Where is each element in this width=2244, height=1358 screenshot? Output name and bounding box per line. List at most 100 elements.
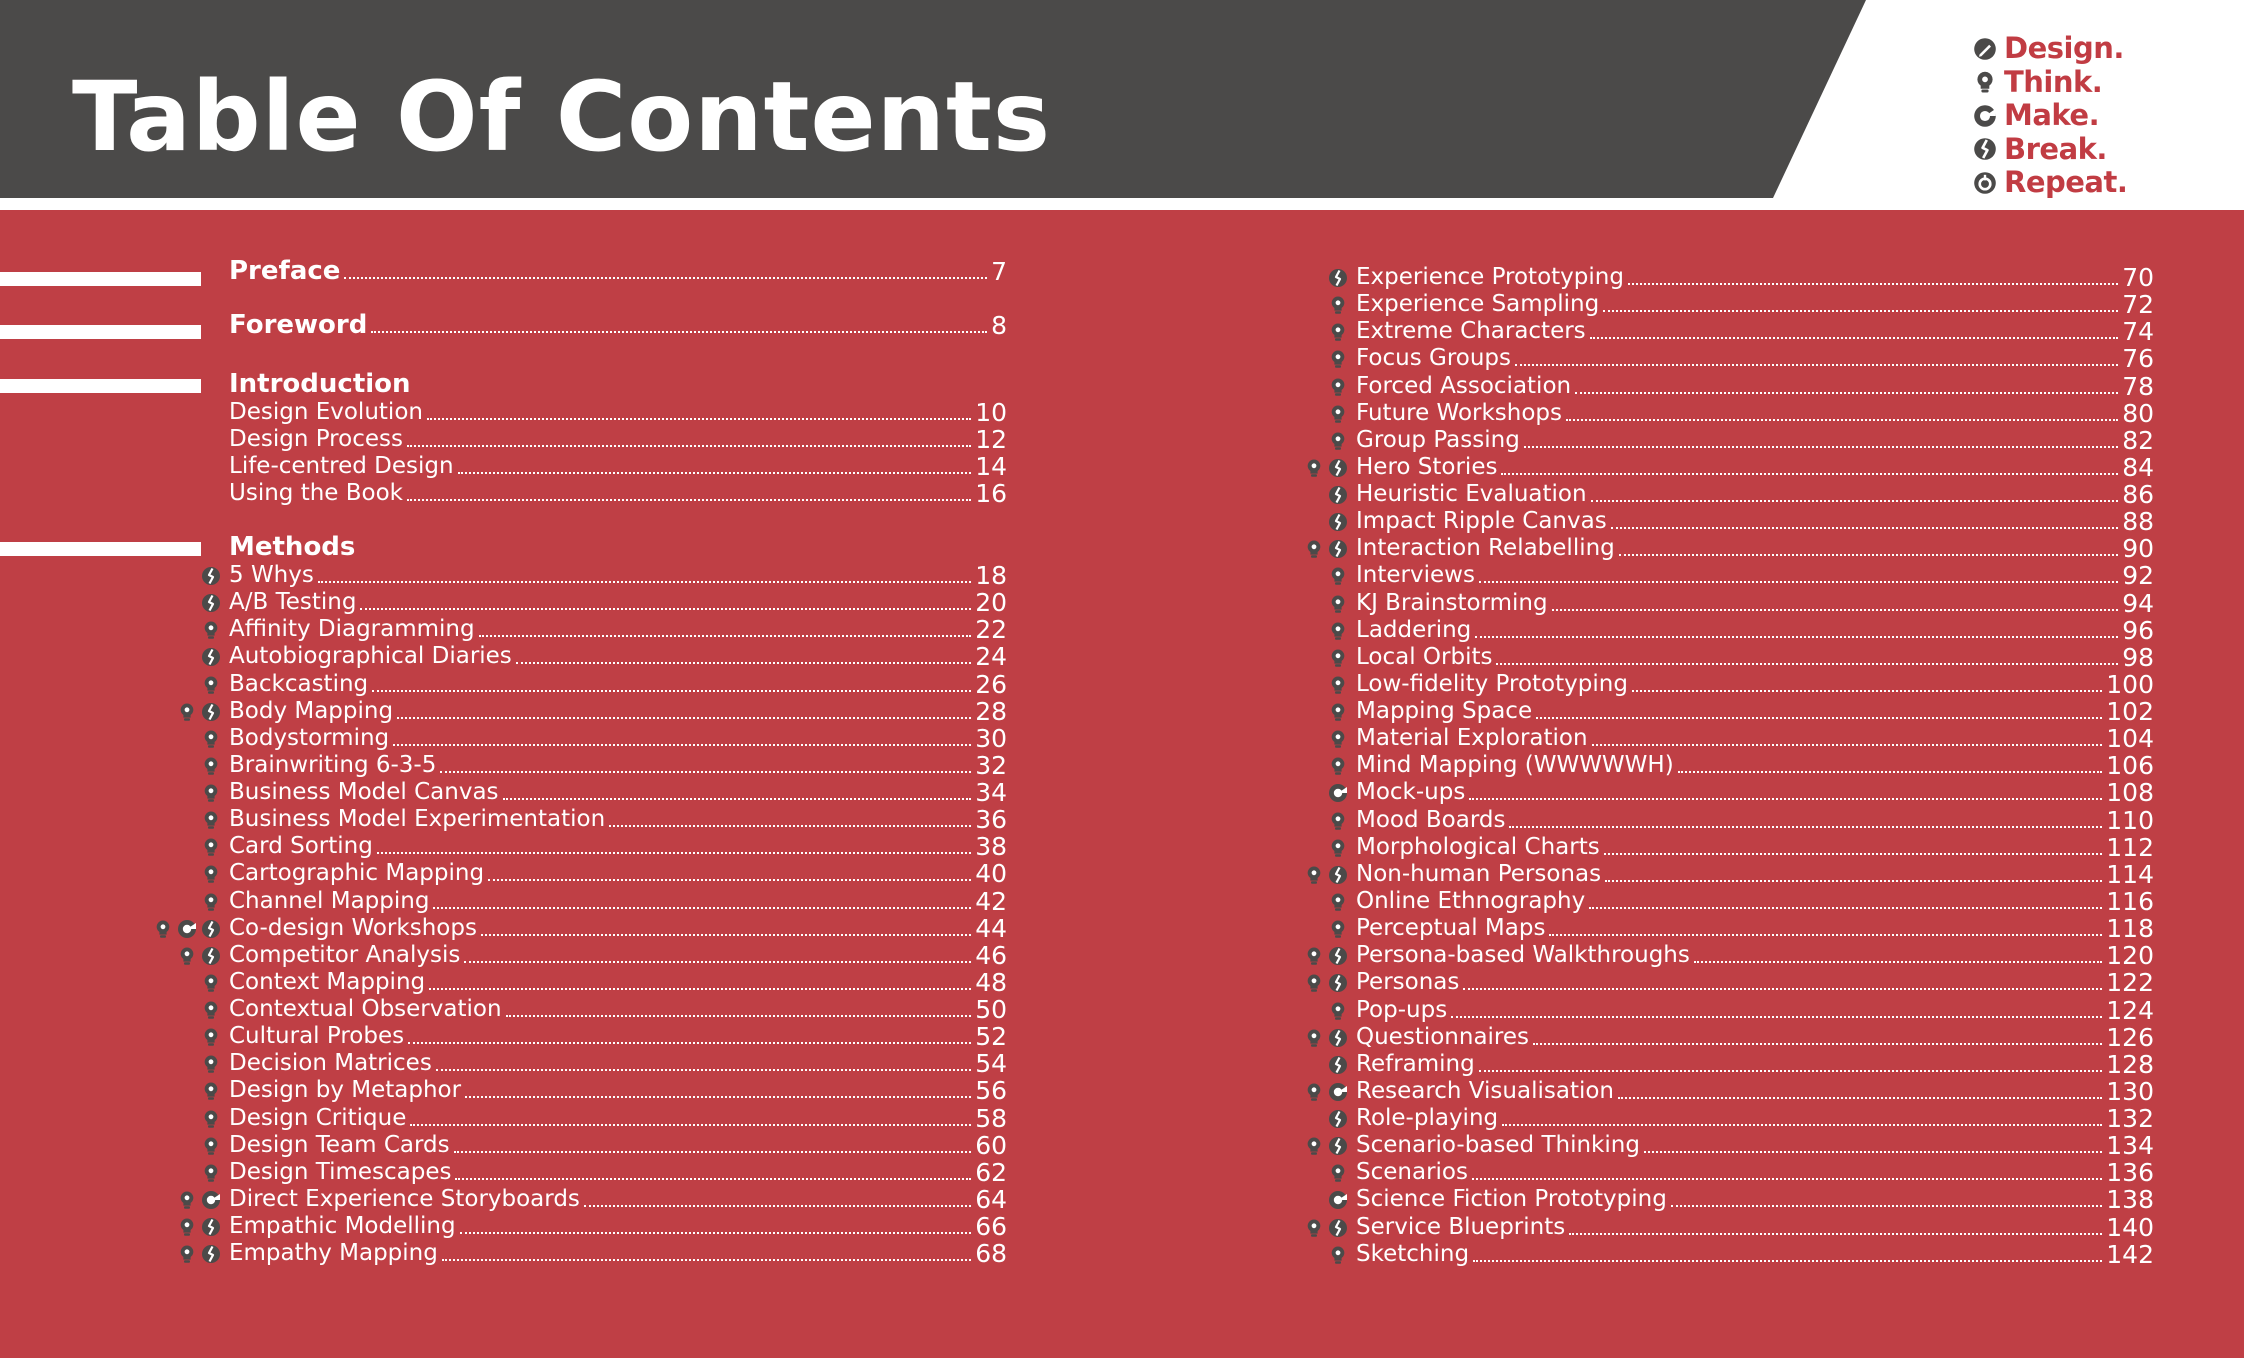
think-icon: [177, 946, 197, 966]
toc-entry[interactable]: Experience Sampling 72: [1356, 291, 2154, 318]
toc-entry[interactable]: Hero Stories 84: [1356, 454, 2154, 481]
toc-entry[interactable]: Science Fiction Prototyping 138: [1356, 1186, 2154, 1213]
toc-entry[interactable]: Persona-based Walkthroughs 120: [1356, 942, 2154, 969]
dot-leader: [1589, 906, 2103, 909]
toc-entry[interactable]: Decision Matrices 54: [229, 1050, 1007, 1077]
entry-page: 32: [975, 750, 1007, 780]
toc-entry[interactable]: Card Sorting 38: [229, 833, 1007, 860]
toc-entry[interactable]: Personas 122: [1356, 969, 2154, 996]
toc-entry[interactable]: Mind Mapping (WWWWWH) 106: [1356, 752, 2154, 779]
think-icon: [201, 864, 221, 884]
entry-label: Morphological Charts: [1356, 833, 1600, 860]
method-phase-icons: [1324, 621, 1348, 641]
think-icon: [201, 1000, 221, 1020]
method-phase-icons: [1324, 268, 1348, 288]
toc-entry[interactable]: Affinity Diagramming 22: [229, 616, 1007, 643]
entry-label: Heuristic Evaluation: [1356, 481, 1587, 508]
toc-entry[interactable]: Reframing 128: [1356, 1051, 2154, 1078]
break-icon: [1328, 1109, 1348, 1129]
entry-page: 96: [2122, 615, 2154, 645]
entry-page: 94: [2122, 588, 2154, 618]
toc-entry-preface[interactable]: Preface 7: [229, 258, 1007, 286]
toc-entry[interactable]: Design Timescapes 62: [229, 1159, 1007, 1186]
toc-entry[interactable]: Direct Experience Storyboards 64: [229, 1186, 1007, 1213]
toc-entry[interactable]: Life-centred Design 14: [229, 453, 1007, 480]
toc-entry[interactable]: Impact Ripple Canvas 88: [1356, 508, 2154, 535]
toc-entry[interactable]: Local Orbits 98: [1356, 644, 2154, 671]
toc-entry[interactable]: Non-human Personas 114: [1356, 861, 2154, 888]
entry-label: Business Model Canvas: [229, 779, 499, 806]
toc-entry[interactable]: Heuristic Evaluation 86: [1356, 481, 2154, 508]
toc-entry[interactable]: Mood Boards 110: [1356, 807, 2154, 834]
entry-page: 82: [2122, 425, 2154, 455]
toc-entry[interactable]: Co-design Workshops 44: [229, 915, 1007, 942]
toc-entry[interactable]: KJ Brainstorming 94: [1356, 590, 2154, 617]
think-icon: [1328, 729, 1348, 749]
toc-entry[interactable]: Brainwriting 6-3-5 32: [229, 752, 1007, 779]
toc-entry[interactable]: Research Visualisation 130: [1356, 1078, 2154, 1105]
toc-entry[interactable]: Contextual Observation 50: [229, 996, 1007, 1023]
toc-entry[interactable]: Design Team Cards 60: [229, 1132, 1007, 1159]
toc-entry[interactable]: Pop-ups 124: [1356, 997, 2154, 1024]
toc-entry[interactable]: Extreme Characters 74: [1356, 318, 2154, 345]
dot-leader: [1603, 310, 2119, 313]
toc-entry[interactable]: A/B Testing 20: [229, 589, 1007, 616]
toc-entry[interactable]: Business Model Experimentation 36: [229, 806, 1007, 833]
toc-entry[interactable]: Mapping Space 102: [1356, 698, 2154, 725]
toc-entry[interactable]: Design Evolution 10: [229, 399, 1007, 426]
entry-page: 138: [2106, 1185, 2154, 1215]
toc-entry[interactable]: Future Workshops 80: [1356, 400, 2154, 427]
toc-entry[interactable]: Cartographic Mapping 40: [229, 860, 1007, 887]
toc-entry[interactable]: Service Blueprints 140: [1356, 1214, 2154, 1241]
toc-entry[interactable]: Body Mapping 28: [229, 698, 1007, 725]
toc-entry[interactable]: Bodystorming 30: [229, 725, 1007, 752]
toc-entry[interactable]: Cultural Probes 52: [229, 1023, 1007, 1050]
think-icon: [1328, 566, 1348, 586]
toc-entry[interactable]: Interaction Relabelling 90: [1356, 535, 2154, 562]
toc-entry[interactable]: Scenario-based Thinking 134: [1356, 1132, 2154, 1159]
method-phase-icons: [1324, 648, 1348, 668]
repeat-icon: [1973, 171, 1997, 195]
toc-entry[interactable]: Design Process 12: [229, 426, 1007, 453]
method-phase-icons: [149, 919, 221, 939]
toc-entry[interactable]: Mock-ups 108: [1356, 779, 2154, 806]
toc-entry[interactable]: Group Passing 82: [1356, 427, 2154, 454]
toc-entry[interactable]: Design by Metaphor 56: [229, 1077, 1007, 1104]
toc-entry[interactable]: Low-fidelity Prototyping 100: [1356, 671, 2154, 698]
toc-entry[interactable]: Empathic Modelling 66: [229, 1213, 1007, 1240]
toc-entry[interactable]: Business Model Canvas 34: [229, 779, 1007, 806]
toc-entry[interactable]: Material Exploration 104: [1356, 725, 2154, 752]
toc-entry[interactable]: Perceptual Maps 118: [1356, 915, 2154, 942]
toc-entry[interactable]: Role-playing 132: [1356, 1105, 2154, 1132]
toc-entry[interactable]: Experience Prototyping 70: [1356, 264, 2154, 291]
toc-entry[interactable]: Sketching 142: [1356, 1241, 2154, 1268]
toc-entry[interactable]: Using the Book 16: [229, 480, 1007, 507]
logo-row: Make.: [1973, 99, 2193, 133]
method-phase-icons: [1300, 1082, 1348, 1102]
method-phase-icons: [1324, 1245, 1348, 1265]
toc-entry-foreword[interactable]: Foreword 8: [229, 312, 1007, 340]
toc-entry[interactable]: Focus Groups 76: [1356, 345, 2154, 372]
toc-entry[interactable]: Design Critique 58: [229, 1105, 1007, 1132]
toc-entry[interactable]: Scenarios 136: [1356, 1159, 2154, 1186]
entry-label: Autobiographical Diaries: [229, 643, 512, 670]
toc-entry[interactable]: Interviews 92: [1356, 562, 2154, 589]
toc-entry[interactable]: Questionnaires 126: [1356, 1024, 2154, 1051]
entry-label: Competitor Analysis: [229, 941, 461, 968]
toc-entry[interactable]: 5 Whys 18: [229, 562, 1007, 589]
entry-label: Group Passing: [1356, 426, 1520, 453]
think-icon: [1328, 295, 1348, 315]
toc-entry[interactable]: Empathy Mapping 68: [229, 1240, 1007, 1267]
toc-entry[interactable]: Competitor Analysis 46: [229, 942, 1007, 969]
toc-entry[interactable]: Online Ethnography 116: [1356, 888, 2154, 915]
dot-leader: [429, 987, 972, 990]
toc-entry[interactable]: Backcasting 26: [229, 671, 1007, 698]
think-icon: [1328, 892, 1348, 912]
toc-entry[interactable]: Morphological Charts 112: [1356, 834, 2154, 861]
toc-entry[interactable]: Laddering 96: [1356, 617, 2154, 644]
toc-entry[interactable]: Context Mapping 48: [229, 969, 1007, 996]
toc-entry[interactable]: Autobiographical Diaries 24: [229, 643, 1007, 670]
dot-leader: [1502, 1124, 2103, 1127]
toc-entry[interactable]: Channel Mapping 42: [229, 888, 1007, 915]
toc-entry[interactable]: Forced Association 78: [1356, 373, 2154, 400]
